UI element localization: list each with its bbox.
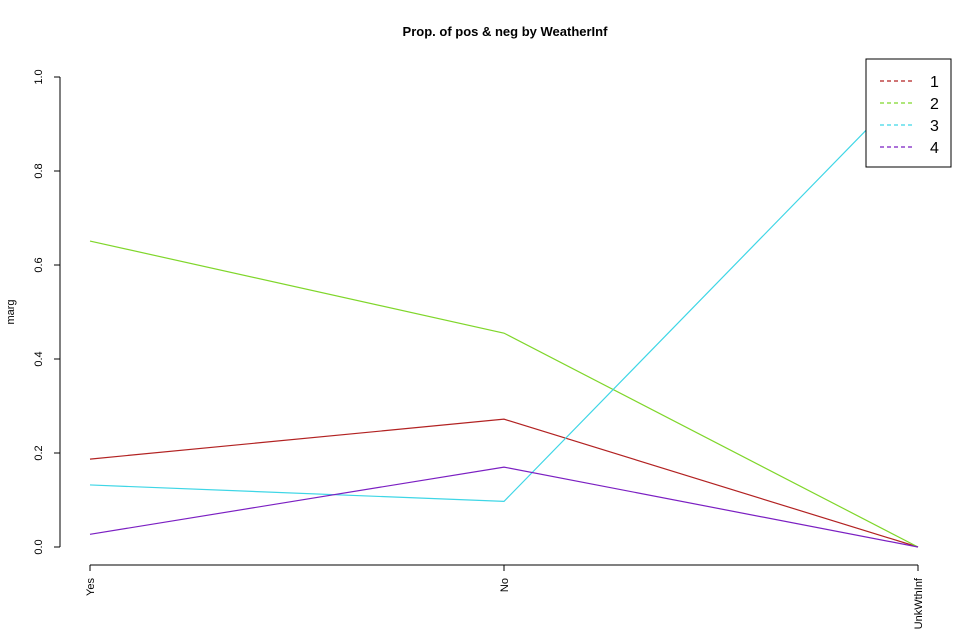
legend-label-1: 1 [930, 74, 939, 91]
legend-box [865, 58, 952, 168]
y-axis: 0.0 0.2 0.4 0.6 0.8 1.0 [33, 69, 61, 555]
x-tick-label: No [499, 578, 511, 592]
legend-label-2: 2 [930, 96, 939, 113]
legend: 1 2 3 4 [865, 58, 952, 168]
y-axis-label: marg [5, 299, 17, 324]
series-lines [89, 76, 919, 548]
y-tick-label: 0.4 [33, 351, 45, 366]
legend-label-4: 4 [930, 140, 939, 157]
y-tick-label: 0.8 [33, 163, 45, 178]
series-line-3 [89, 76, 919, 503]
x-axis: Yes No UnkWthInf [85, 564, 925, 629]
chart-title: Prop. of pos & neg by WeatherInf [403, 24, 609, 39]
y-tick-label: 0.2 [33, 445, 45, 460]
y-tick-label: 0.0 [33, 539, 45, 554]
x-tick-label: Yes [85, 578, 97, 596]
series-line-4 [89, 466, 919, 548]
legend-label-3: 3 [930, 118, 939, 135]
x-tick-label: UnkWthInf [913, 577, 925, 629]
y-tick-label: 0.6 [33, 257, 45, 272]
y-tick-label: 1.0 [33, 69, 45, 84]
series-line-1 [89, 418, 919, 548]
series-line-2 [89, 240, 919, 548]
